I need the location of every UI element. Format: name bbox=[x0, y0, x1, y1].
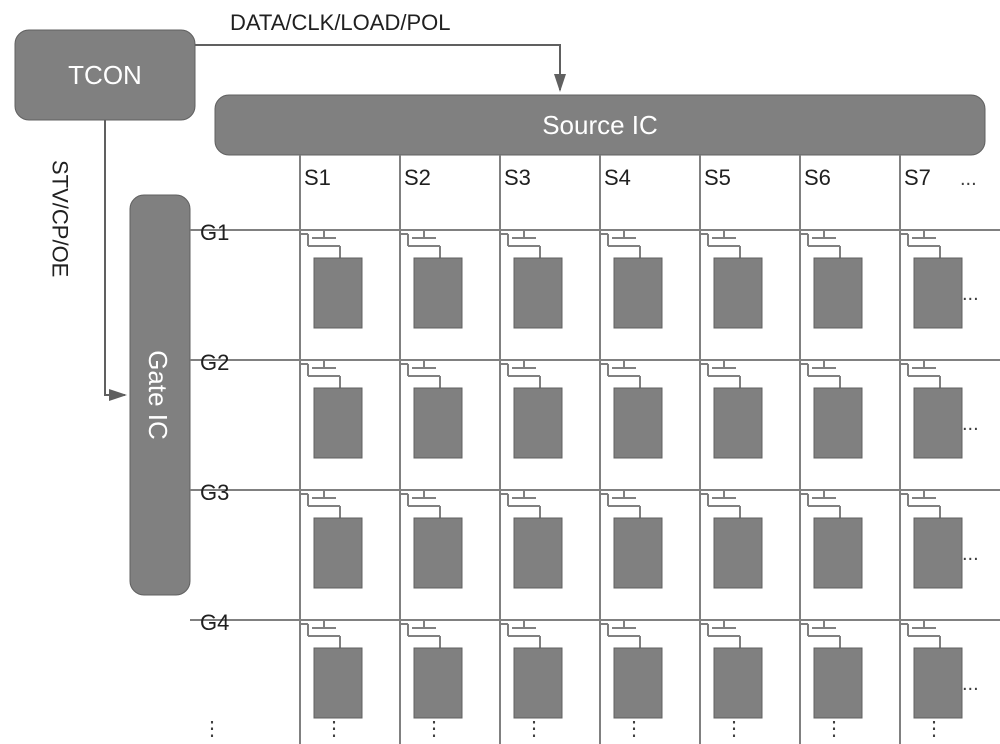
source-label: S6 bbox=[804, 165, 831, 190]
dots-col-bottom: ⋮ bbox=[824, 718, 844, 740]
pixel-rect bbox=[914, 518, 962, 588]
pixel-cell bbox=[900, 490, 962, 588]
pixel-rect bbox=[314, 648, 362, 718]
dots-row: ... bbox=[962, 283, 979, 305]
pixel-cell bbox=[700, 230, 762, 328]
pixel-rect bbox=[614, 648, 662, 718]
pixel-cell bbox=[400, 490, 462, 588]
dots-col-bottom: ⋮ bbox=[724, 718, 744, 740]
dots-col-bottom: ⋮ bbox=[424, 718, 444, 740]
pixel-rect bbox=[914, 258, 962, 328]
source-ic-label: Source IC bbox=[542, 110, 658, 140]
dots-cols: ... bbox=[960, 168, 977, 190]
source-label: S1 bbox=[304, 165, 331, 190]
pixel-rect bbox=[614, 518, 662, 588]
pixel-rect bbox=[914, 388, 962, 458]
gate-label: G2 bbox=[200, 350, 229, 375]
pixel-rect bbox=[414, 258, 462, 328]
gate-label: G1 bbox=[200, 220, 229, 245]
pixel-cell bbox=[900, 230, 962, 328]
tcon-label: TCON bbox=[68, 60, 142, 90]
pixel-cell bbox=[400, 620, 462, 718]
pixel-cell bbox=[300, 490, 362, 588]
signal-top-label: DATA/CLK/LOAD/POL bbox=[230, 10, 450, 35]
pixel-cell bbox=[800, 620, 862, 718]
pixel-cell bbox=[600, 490, 662, 588]
pixel-cell bbox=[500, 230, 562, 328]
source-label: S5 bbox=[704, 165, 731, 190]
source-label: S3 bbox=[504, 165, 531, 190]
pixel-rect bbox=[614, 258, 662, 328]
pixel-cell bbox=[800, 490, 862, 588]
gate-label: G3 bbox=[200, 480, 229, 505]
source-label: S7 bbox=[904, 165, 931, 190]
dots-gate-bottom: ⋮ bbox=[202, 718, 222, 740]
dots-col-bottom: ⋮ bbox=[624, 718, 644, 740]
pixel-rect bbox=[314, 258, 362, 328]
dots-row: ... bbox=[962, 413, 979, 435]
pixel-cell bbox=[500, 490, 562, 588]
pixel-cell bbox=[700, 620, 762, 718]
pixel-rect bbox=[514, 518, 562, 588]
pixel-rect bbox=[714, 388, 762, 458]
pixel-cell bbox=[900, 620, 962, 718]
pixel-rect bbox=[414, 518, 462, 588]
dots-row: ... bbox=[962, 673, 979, 695]
pixel-rect bbox=[814, 258, 862, 328]
pixel-cell bbox=[600, 230, 662, 328]
pixel-rect bbox=[514, 648, 562, 718]
arrow-tcon-source bbox=[195, 45, 560, 90]
pixel-rect bbox=[514, 258, 562, 328]
pixel-rect bbox=[714, 258, 762, 328]
pixel-cell bbox=[700, 490, 762, 588]
pixel-rect bbox=[514, 388, 562, 458]
dots-row: ... bbox=[962, 543, 979, 565]
signal-left-label: STV/CP/OE bbox=[48, 160, 73, 277]
pixel-cell bbox=[800, 230, 862, 328]
pixel-cell bbox=[300, 360, 362, 458]
pixel-rect bbox=[814, 388, 862, 458]
pixel-cell bbox=[600, 620, 662, 718]
source-label: S2 bbox=[404, 165, 431, 190]
pixel-cell bbox=[300, 620, 362, 718]
dots-col-bottom: ⋮ bbox=[924, 718, 944, 740]
pixel-cell bbox=[500, 360, 562, 458]
dots-col-bottom: ⋮ bbox=[524, 718, 544, 740]
pixel-rect bbox=[814, 518, 862, 588]
pixel-cell bbox=[500, 620, 562, 718]
pixel-rect bbox=[914, 648, 962, 718]
gate-label: G4 bbox=[200, 610, 229, 635]
arrow-tcon-gate bbox=[105, 120, 125, 395]
pixel-rect bbox=[414, 388, 462, 458]
dots-col-bottom: ⋮ bbox=[324, 718, 344, 740]
pixel-cell bbox=[400, 360, 462, 458]
pixel-cell bbox=[300, 230, 362, 328]
pixel-cell bbox=[600, 360, 662, 458]
pixel-rect bbox=[614, 388, 662, 458]
pixel-cell bbox=[400, 230, 462, 328]
pixel-cell bbox=[800, 360, 862, 458]
pixel-rect bbox=[714, 648, 762, 718]
pixel-rect bbox=[414, 648, 462, 718]
pixel-cell bbox=[900, 360, 962, 458]
pixel-rect bbox=[714, 518, 762, 588]
pixel-cell bbox=[700, 360, 762, 458]
pixel-rect bbox=[314, 518, 362, 588]
pixel-rect bbox=[814, 648, 862, 718]
pixel-rect bbox=[314, 388, 362, 458]
source-label: S4 bbox=[604, 165, 631, 190]
gate-ic-label: Gate IC bbox=[143, 350, 173, 440]
